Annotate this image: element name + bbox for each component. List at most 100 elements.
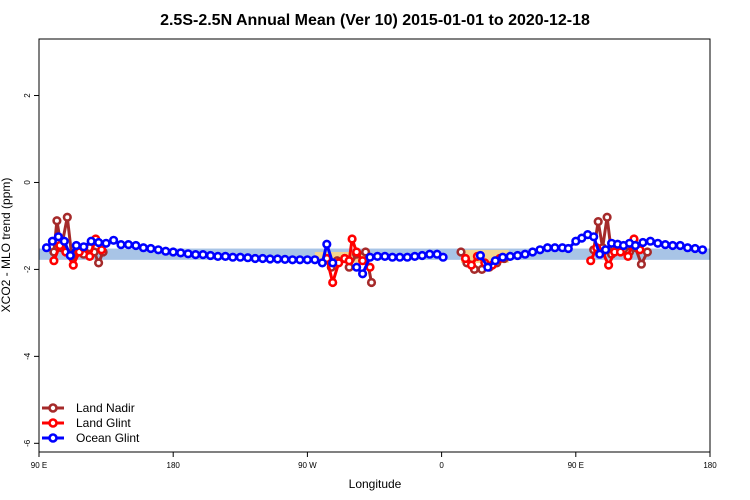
ocean-glint-point [527, 247, 538, 257]
ocean-glint-point [123, 240, 134, 250]
x-tick-label: 180 [703, 461, 717, 470]
ocean-glint-point [653, 238, 663, 248]
legend-marker-land-nadir [48, 403, 58, 413]
ocean-glint-point [675, 240, 685, 251]
ocean-glint-point [542, 243, 553, 253]
ocean-glint-point [352, 262, 362, 272]
land-glint-point [623, 251, 633, 261]
y-tick-label: -2 [23, 265, 32, 273]
ocean-glint-point [660, 240, 670, 250]
ocean-glint-point [690, 243, 700, 254]
ocean-glint-point [483, 262, 493, 272]
legend-label-ocean-glint: Ocean Glint [76, 431, 140, 445]
x-tick-label: 90 E [31, 461, 47, 470]
ocean-glint-point [191, 250, 201, 260]
ocean-glint-point [205, 250, 216, 261]
land-nadir-point [456, 247, 466, 257]
legend-marker-land-glint [48, 418, 58, 428]
y-tick-label: -4 [23, 352, 32, 360]
ocean-glint-point [668, 240, 678, 251]
ocean-glint-point [176, 248, 186, 258]
legend-label-land-glint: Land Glint [76, 416, 131, 430]
ocean-glint-point [417, 250, 427, 261]
ocean-glint-point [475, 250, 486, 261]
ocean-glint-point [101, 238, 111, 248]
plot-frame [38, 38, 711, 453]
ocean-glint-point [146, 243, 156, 254]
land-glint-point [358, 256, 368, 266]
ocean-glint-point [273, 254, 283, 264]
ocean-glint-point [595, 249, 605, 259]
ocean-glint-point [93, 237, 104, 248]
ocean-glint-point [59, 236, 69, 246]
ocean-glint-point [280, 254, 290, 265]
ocean-glint-point [490, 256, 500, 266]
ocean-glint-point [535, 245, 545, 255]
land-glint-point [586, 256, 596, 266]
ocean-glint-point [79, 242, 89, 252]
ocean-glint-point [168, 247, 178, 257]
ocean-glint-point [228, 252, 238, 262]
x-axis-label: Longitude [349, 477, 402, 491]
x-tick-label: 90 W [298, 461, 317, 470]
land-glint-point [347, 234, 357, 244]
land-nadir-point [93, 258, 104, 268]
ocean-glint-point [295, 255, 305, 265]
ocean-glint-point [131, 240, 141, 251]
ocean-glint-point [505, 251, 515, 261]
land-nadir-point [642, 247, 653, 257]
plot-layer [39, 212, 710, 288]
ocean-glint-point [287, 255, 298, 265]
ocean-glint-point [310, 255, 320, 265]
ocean-glint-point [258, 253, 268, 264]
ocean-glint-point [395, 252, 405, 262]
land-glint-point [96, 245, 107, 255]
ocean-glint-point [220, 251, 230, 261]
ocean-glint-point [589, 232, 599, 242]
y-tick-label: -6 [23, 439, 32, 447]
ocean-glint-point [322, 239, 332, 249]
ocean-glint-point [512, 250, 523, 261]
legend-marker-ocean-glint [48, 433, 58, 443]
ocean-glint-point [600, 245, 611, 255]
axes-layer: 90 E 180 90 W 0 90 E 180 2 0 -2 -4 -6 [23, 93, 717, 470]
ocean-glint-point [161, 246, 171, 256]
land-glint-point [344, 256, 354, 266]
ocean-glint-point [645, 236, 656, 246]
ocean-glint-point [235, 252, 245, 262]
ocean-glint-point [41, 243, 52, 253]
land-glint-point [68, 260, 78, 270]
ocean-glint-point [86, 236, 96, 246]
ocean-glint-point [153, 245, 163, 255]
land-nadir-point [636, 259, 647, 269]
ocean-glint-point [328, 258, 338, 268]
ocean-glint-point [198, 250, 208, 260]
ocean-glint-point [638, 237, 648, 248]
ocean-glint-point [65, 250, 75, 261]
land-nadir-point [52, 216, 62, 226]
land-nadir-point [593, 217, 603, 227]
legend-label-land-nadir: Land Nadir [76, 401, 135, 415]
land-glint-point [603, 260, 614, 270]
ocean-glint-point [498, 252, 508, 262]
ocean-glint-point [697, 245, 708, 255]
land-nadir-point [602, 212, 612, 222]
ocean-glint-point [372, 251, 383, 261]
ocean-glint-point [380, 251, 390, 261]
land-glint-point [466, 260, 477, 270]
ocean-glint-point [108, 235, 119, 245]
ocean-glint-point [53, 232, 64, 242]
y-axis-label: XCO2 - MLO trend (ppm) [0, 178, 13, 313]
chart-title: 2.5S-2.5N Annual Mean (Ver 10) 2015-01-0… [160, 12, 590, 29]
ocean-glint-point [682, 243, 693, 253]
x-tick-label: 90 E [568, 461, 584, 470]
land-glint-point [460, 253, 471, 264]
ocean-glint-point [302, 255, 313, 265]
land-nadir-point [62, 212, 72, 222]
ocean-glint-point [71, 240, 81, 251]
land-glint-point [49, 256, 59, 266]
ocean-glint-point [550, 243, 560, 253]
ocean-glint-point [250, 253, 260, 264]
